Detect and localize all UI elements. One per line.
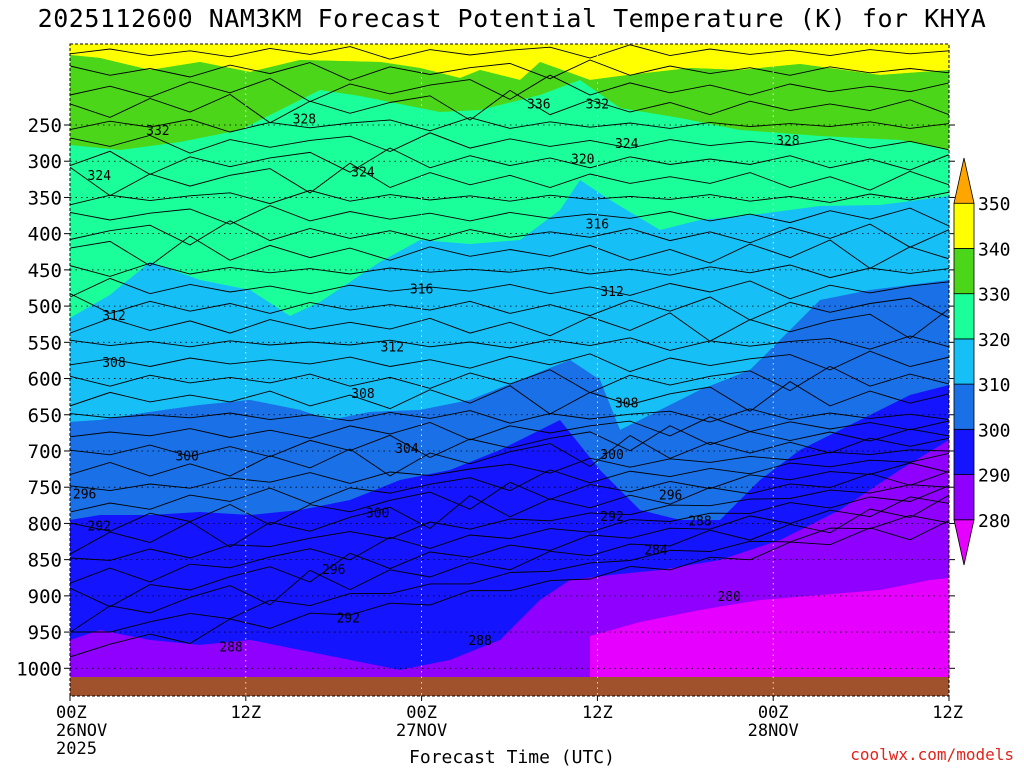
colorbar-label-350: 350: [978, 194, 1011, 215]
contour-labels: 332 328 336 332 324 324 320 324 328 316 316 312 312 3…: [73, 97, 800, 656]
contour-label-7: 324: [615, 137, 639, 152]
y-tick-label-650: 650: [28, 405, 62, 427]
site-credit: coolwx.com/models: [850, 745, 1014, 764]
contour-label-31: 288: [468, 634, 491, 649]
contour-label-1: 328: [293, 112, 316, 127]
contour-label-22: 296: [659, 488, 682, 503]
ground-surface: [70, 677, 949, 696]
contour-lines: [70, 44, 949, 658]
contour-label-6: 320: [571, 152, 594, 167]
contour-label-0: 332: [146, 124, 169, 139]
colorbar-swatch-high: [953, 157, 975, 204]
x-tick-label-0-2: 2025: [56, 739, 97, 759]
y-tick-label-950: 950: [28, 622, 62, 644]
contour-label-29: 280: [718, 590, 741, 605]
contour-label-24: 292: [600, 510, 623, 525]
y-tick-label-350: 350: [28, 187, 62, 209]
colorbar-label-330: 330: [978, 285, 1011, 306]
y-tick-label-750: 750: [28, 477, 62, 499]
contour-label-30: 288: [219, 641, 242, 656]
contour-label-8: 328: [776, 134, 799, 149]
y-tick-label-900: 900: [28, 586, 62, 608]
y-tick-label-250: 250: [28, 115, 62, 137]
colorbar-swatch-3: [953, 383, 975, 430]
x-tick-label-24-1: 27NOV: [396, 721, 447, 741]
x-tick-label-0-0: 00Z: [56, 703, 87, 723]
colorbar-swatch-1: [953, 474, 975, 521]
contour-label-13: 312: [381, 341, 404, 356]
y-tick-label-300: 300: [28, 151, 62, 173]
contour-label-2: 336: [527, 97, 550, 112]
contour-label-17: 304: [395, 442, 419, 457]
colorbar-label-290: 290: [978, 466, 1011, 487]
colorbar-swatch-4: [953, 338, 975, 385]
y-axis: 250 300 350 400 450 500 550 600 650 700 750 800 850 9…: [16, 115, 955, 680]
contour-label-15: 308: [351, 387, 374, 402]
y-tick-label-800: 800: [28, 513, 62, 535]
colorbar-swatch-2: [953, 428, 975, 475]
contour-label-21: 300: [366, 507, 389, 522]
contour-label-19: 300: [600, 448, 623, 463]
contour-label-28: 292: [337, 612, 360, 627]
contour-label-11: 312: [600, 285, 623, 300]
x-tick-label-24-0: 00Z: [406, 703, 437, 723]
colorbar-label-300: 300: [978, 420, 1011, 441]
plot-frame: [69, 43, 950, 697]
x-axis-title: Forecast Time (UTC): [409, 747, 615, 768]
colorbar-swatch-5: [953, 293, 975, 340]
colorbar-label-310: 310: [978, 375, 1011, 396]
x-tick-label-12-0: 12Z: [230, 703, 261, 723]
contour-fill-bands: [70, 44, 949, 696]
colorbar-label-340: 340: [978, 239, 1011, 260]
contour-label-18: 300: [175, 449, 198, 464]
contour-label-23: 292: [88, 520, 111, 535]
chart-title: 2025112600 NAM3KM Forecast Potential Tem…: [37, 4, 987, 33]
contour-label-10: 316: [410, 283, 433, 298]
contour-label-20: 296: [73, 488, 96, 503]
y-tick-label-500: 500: [28, 296, 62, 318]
grid-lines: [70, 44, 949, 696]
x-tick-label-48-1: 28NOV: [748, 721, 799, 741]
contour-label-5: 324: [351, 165, 375, 180]
contour-label-12: 312: [102, 309, 125, 324]
colorbar-label-280: 280: [978, 511, 1011, 532]
contour-label-14: 308: [102, 356, 125, 371]
contour-label-25: 288: [688, 515, 711, 530]
y-tick-label-550: 550: [28, 332, 62, 354]
y-tick-label-1000: 1000: [16, 658, 62, 680]
x-tick-label-0-1: 26NOV: [56, 721, 107, 741]
x-tick-label-36-0: 12Z: [582, 703, 613, 723]
contour-label-9: 316: [586, 218, 609, 233]
y-tick-label-600: 600: [28, 369, 62, 391]
contour-label-26: 296: [322, 563, 345, 578]
x-tick-label-60-0: 12Z: [932, 703, 963, 723]
y-tick-label-850: 850: [28, 550, 62, 572]
colorbar-swatch-6: [953, 248, 975, 295]
colorbar: 280 290 300 310 320 330 340 350: [953, 157, 1011, 566]
y-tick-label-700: 700: [28, 441, 62, 463]
colorbar-label-320: 320: [978, 330, 1011, 351]
contour-label-27: 284: [644, 543, 668, 558]
y-tick-label-400: 400: [28, 224, 62, 246]
contour-label-16: 308: [615, 396, 638, 411]
x-tick-label-48-0: 00Z: [758, 703, 789, 723]
contour-label-4: 324: [88, 169, 112, 184]
colorbar-swatch-7: [953, 202, 975, 249]
colorbar-swatch-low: [953, 519, 975, 566]
y-tick-label-450: 450: [28, 260, 62, 282]
contour-label-3: 332: [586, 97, 609, 112]
